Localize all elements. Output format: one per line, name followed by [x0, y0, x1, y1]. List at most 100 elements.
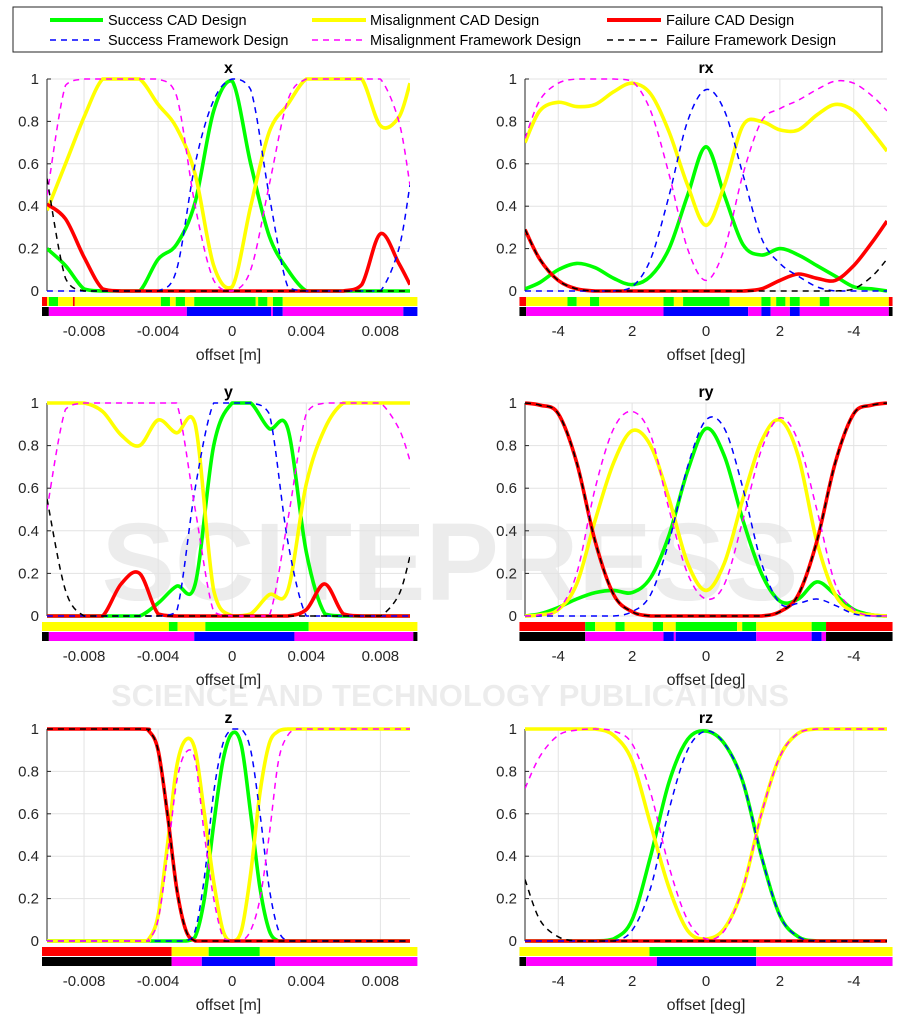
y-tick-label: 0.6	[18, 156, 39, 173]
bar-segment	[294, 632, 414, 641]
legend-box	[12, 6, 883, 53]
bar-segment	[74, 297, 161, 306]
bar-segment	[761, 297, 771, 306]
bar-segment	[272, 297, 283, 306]
bar-segment	[519, 632, 586, 641]
classification-bar-cad	[519, 622, 893, 631]
subplot-title: rz	[699, 710, 713, 727]
series-line-failure-framework	[47, 498, 410, 617]
classification-bar-framework	[41, 307, 418, 316]
series-line-success-cad	[47, 79, 410, 293]
x-axis-label: offset [m]	[196, 347, 262, 364]
legend-label: Misalignment CAD Design	[370, 13, 539, 29]
bar-segment	[799, 307, 889, 316]
x-tick-label: 0	[228, 648, 236, 665]
bar-segment	[272, 307, 283, 316]
x-tick-label: -4	[552, 973, 565, 990]
bar-segment	[274, 957, 418, 966]
bar-segment	[526, 957, 657, 966]
bar-segment	[675, 632, 757, 641]
bar-segment	[184, 297, 195, 306]
x-axis-label: offset [deg]	[667, 997, 746, 1014]
bar-segment	[821, 632, 827, 641]
bar-segment	[41, 947, 172, 956]
bar-segment	[47, 297, 49, 306]
x-tick-label: 0	[228, 323, 236, 340]
x-tick-label: 2	[776, 973, 784, 990]
y-tick-label: 0.4	[496, 198, 517, 215]
y-tick-label: 0.6	[18, 806, 39, 823]
series-line-misalignment-framework	[47, 402, 410, 617]
bar-segment	[811, 632, 822, 641]
x-tick-label: 0.008	[362, 973, 400, 990]
bar-segment	[576, 297, 591, 306]
legend-entry-failure-framework: Failure Framework Design	[607, 33, 836, 49]
legend-entry-misalignment-framework: Misalignment Framework Design	[312, 33, 581, 49]
series-line-failure-framework	[47, 728, 410, 942]
series-group	[47, 401, 410, 618]
x-axis-label: offset [m]	[196, 997, 262, 1014]
subplot-title: rx	[698, 60, 713, 77]
y-tick-label: 0.2	[496, 565, 517, 582]
bar-segment	[160, 297, 170, 306]
series-line-misalignment-framework	[525, 728, 887, 941]
y-tick-label: 0.4	[496, 523, 517, 540]
bar-segment	[799, 297, 820, 306]
subplot-x: 0 0.2 0.4 0.6 0.8 1 -0.008 -0.004 0 0.004 0.008 x of…	[18, 60, 418, 364]
y-tick-label: 0	[509, 933, 517, 950]
bar-segment	[770, 297, 777, 306]
x-tick-label: -0.008	[63, 973, 106, 990]
bar-segment	[282, 307, 404, 316]
bar-segment	[748, 307, 762, 316]
bar-segment	[194, 297, 256, 306]
bar-segment	[756, 632, 812, 641]
bar-segment	[267, 297, 273, 306]
bar-segment	[175, 297, 185, 306]
classification-bar-cad	[41, 947, 418, 956]
bar-segment	[308, 622, 418, 631]
bar-segment	[271, 307, 273, 316]
series-line-success-cad	[525, 426, 887, 618]
bar-segment	[403, 307, 418, 316]
y-tick-label: 0.4	[496, 848, 517, 865]
bar-segment	[282, 297, 418, 306]
bar-segment	[888, 307, 893, 316]
series-line-misalignment-cad	[47, 77, 410, 290]
bar-segment	[888, 297, 893, 306]
x-tick-label: -0.008	[63, 323, 106, 340]
bar-segment	[663, 622, 676, 631]
x-tick-label: -4	[847, 323, 860, 340]
bar-segment	[756, 957, 893, 966]
bar-segment	[675, 622, 738, 631]
bar-segment	[519, 622, 586, 631]
y-tick-label: 1	[509, 395, 517, 412]
bar-segment	[761, 307, 771, 316]
bar-segment	[41, 957, 172, 966]
bar-segment	[776, 297, 786, 306]
classification-bar-framework	[519, 957, 893, 966]
bar-segment	[48, 307, 187, 316]
x-tick-label: 2	[628, 323, 636, 340]
classification-bar-cad	[41, 622, 418, 631]
bar-segment	[673, 297, 684, 306]
subplot-z: 0 0.2 0.4 0.6 0.8 1 -0.008 -0.004 0 0.004 0.008 z of…	[18, 710, 418, 1014]
classification-bar-cad	[519, 947, 893, 956]
x-tick-label: 0.008	[362, 648, 400, 665]
y-tick-label: 0.8	[496, 113, 517, 130]
series-line-misalignment-cad	[525, 417, 887, 618]
subplots: 0 0.2 0.4 0.6 0.8 1 -0.008 -0.004 0 0.004 0.008 x of…	[18, 60, 893, 1014]
bar-segment	[259, 947, 418, 956]
bar-segment	[519, 307, 527, 316]
series-line-failure-cad	[47, 727, 410, 943]
bar-segment	[519, 297, 527, 306]
bar-segment	[756, 622, 812, 631]
y-tick-label: 1	[31, 395, 39, 412]
series-line-misalignment-cad	[47, 727, 410, 943]
bar-segment	[41, 622, 169, 631]
bar-segment	[663, 297, 674, 306]
series-line-success-framework	[525, 416, 887, 617]
y-tick-label: 0.4	[18, 198, 39, 215]
bar-segment	[171, 947, 209, 956]
legend-entry-success-cad: Success CAD Design	[50, 13, 247, 29]
